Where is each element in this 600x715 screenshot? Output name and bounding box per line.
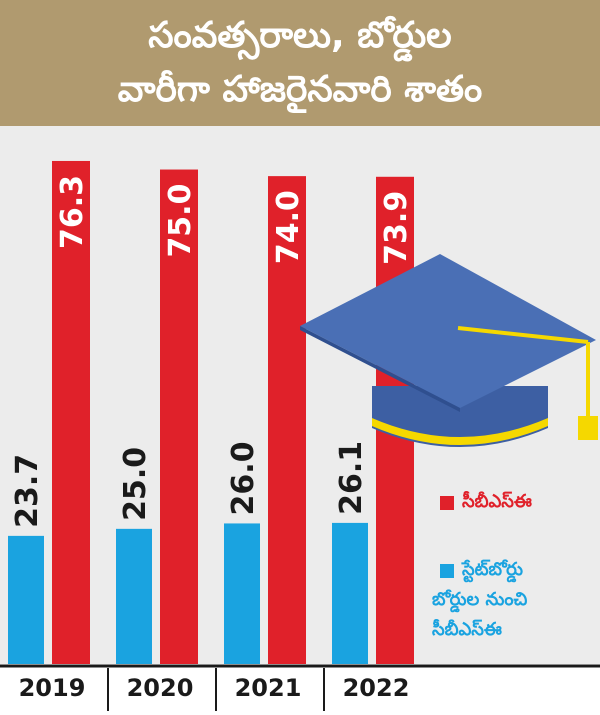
x-tick-label-2020: 2020 [127,674,194,702]
legend-label-state-line-1: స్టేట్‌బోర్డు [462,559,524,580]
legend-label-cbse: సీబీఎస్‌ఈ [462,491,532,512]
data-label-state-board-2019: 23.7 [10,454,45,528]
x-tick-label-2019: 2019 [19,674,86,702]
x-tick-label-2022: 2022 [343,674,410,702]
bar-state-board-2019 [8,535,44,664]
chart-header: సంవత్సరాలు, బోర్డుల వారీగా హాజరైనవారి శా… [0,0,600,126]
data-label-state-board-2020: 25.0 [118,447,153,521]
bar-state-board-2021 [224,523,260,664]
data-label-cbse-2020: 75.0 [163,184,198,258]
x-axis-svg: 2019 2020 2021 2022 [0,664,600,711]
chart-plot-area: 23.7 76.3 25.0 75.0 26.0 74.0 26.1 73.9 [0,126,600,671]
bar-state-board-2022 [332,522,368,664]
chart-title-line-2: వారీగా హాజరైనవారి శాతం [117,69,483,110]
data-label-cbse-2022: 73.9 [379,191,414,265]
chart-svg: 23.7 76.3 25.0 75.0 26.0 74.0 26.1 73.9 [8,160,598,664]
bar-cbse-2021 [268,176,306,664]
chart-title-line-1: సంవత్సరాలు, బోర్డుల [148,15,452,56]
data-label-cbse-2021: 74.0 [271,190,306,264]
x-tick-label-2021: 2021 [235,674,302,702]
bar-cbse-2019 [52,160,90,664]
bar-state-board-2020 [116,528,152,664]
legend-label-state-line-2: బోర్డుల నుంచి [432,589,528,610]
legend-swatch-state-board [440,564,454,578]
graduation-cap-icon [300,254,598,447]
data-label-state-board-2021: 26.0 [226,441,261,515]
x-axis-band: 2019 2020 2021 2022 [0,664,600,711]
data-label-cbse-2019: 76.3 [55,175,90,249]
legend-swatch-cbse [440,496,454,510]
legend-label-state-line-3: సీబీఎస్‌ఈ [432,619,502,640]
bar-cbse-2020 [160,169,198,664]
data-label-state-board-2022: 26.1 [334,441,369,515]
